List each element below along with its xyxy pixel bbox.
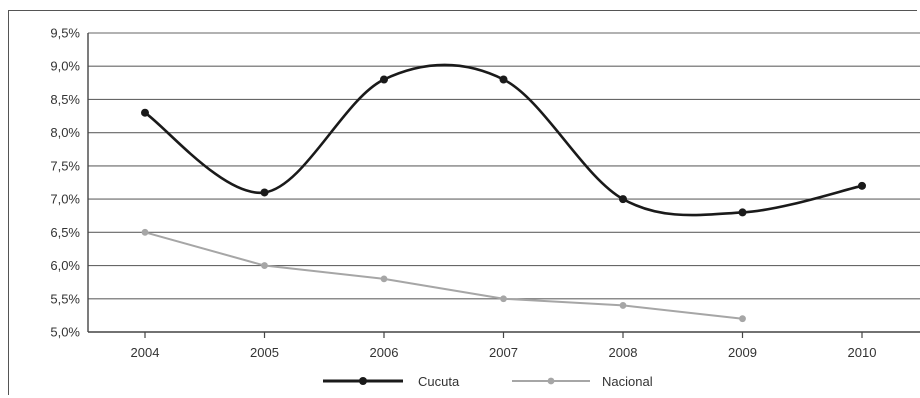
series-layer bbox=[141, 63, 866, 323]
x-tick-label: 2004 bbox=[131, 345, 160, 360]
series-line-nacional bbox=[144, 231, 743, 320]
data-point-nacional bbox=[261, 262, 268, 269]
x-tick-label: 2008 bbox=[609, 345, 638, 360]
data-point-cucuta bbox=[499, 75, 508, 84]
x-tick-label: 2009 bbox=[728, 345, 757, 360]
y-tick-label: 8,5% bbox=[50, 92, 80, 107]
x-tick-label: 2010 bbox=[848, 345, 877, 360]
legend-marker-nacional bbox=[547, 377, 555, 385]
data-point-nacional bbox=[500, 295, 507, 303]
data-point-cucuta bbox=[380, 75, 388, 84]
legend: Cucuta Nacional bbox=[323, 374, 653, 389]
y-tick-label: 7,0% bbox=[50, 192, 80, 207]
y-axis-tick-labels: 5,0% 5,5% 6,0% 6,5% 7,0% 7,5% 8,0% 8,5% 9,0% 9,5% bbox=[50, 26, 80, 340]
legend-label-nacional: Nacional bbox=[602, 374, 653, 389]
data-point-nacional bbox=[141, 228, 149, 236]
y-tick-label: 9,0% bbox=[50, 59, 80, 74]
x-tick-label: 2005 bbox=[250, 345, 279, 360]
data-point-nacional bbox=[739, 315, 746, 323]
data-point-nacional bbox=[380, 275, 388, 283]
data-point-cucuta bbox=[858, 181, 866, 190]
series-line-cucuta bbox=[144, 63, 863, 217]
y-tick-label: 5,0% bbox=[50, 325, 80, 340]
y-tick-label: 6,0% bbox=[50, 258, 80, 273]
data-point-cucuta bbox=[141, 108, 149, 117]
data-point-cucuta bbox=[619, 195, 627, 204]
data-point-nacional bbox=[619, 302, 627, 309]
y-tick-label: 8,0% bbox=[50, 125, 80, 140]
data-point-cucuta bbox=[260, 188, 269, 197]
y-tick-label: 9,5% bbox=[50, 26, 80, 41]
y-tick-label: 7,5% bbox=[50, 158, 80, 173]
chart-frame bbox=[8, 10, 917, 395]
x-tick-label: 2006 bbox=[370, 345, 399, 360]
y-tick-label: 5,5% bbox=[50, 291, 80, 306]
x-tick-label: 2007 bbox=[489, 345, 518, 360]
data-point-cucuta bbox=[738, 208, 747, 217]
x-axis-tick-labels: 2004 2005 2006 2007 2008 2009 2010 bbox=[131, 345, 877, 360]
legend-marker-cucuta bbox=[359, 377, 367, 385]
legend-label-cucuta: Cucuta bbox=[418, 374, 460, 389]
y-tick-label: 6,5% bbox=[50, 225, 80, 240]
